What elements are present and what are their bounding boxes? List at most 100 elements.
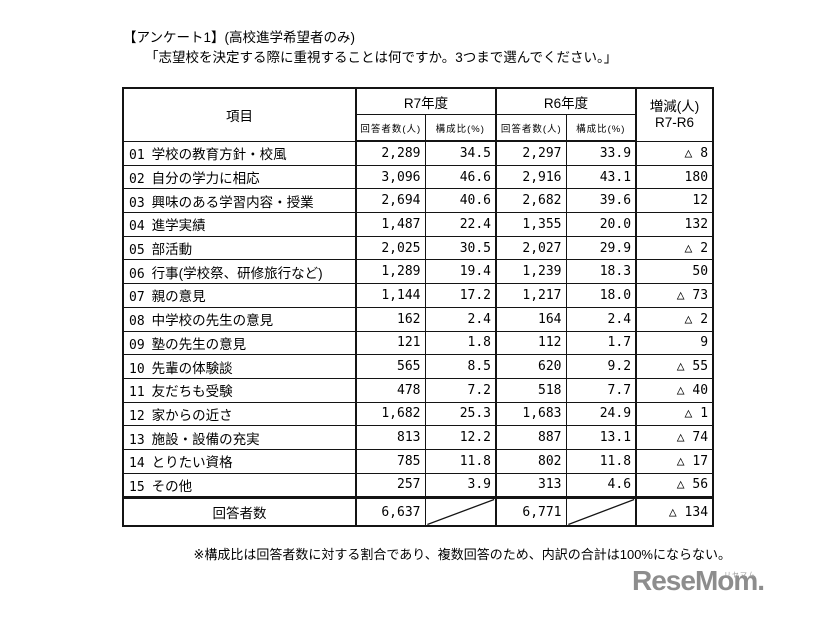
row-number: 09 bbox=[129, 337, 145, 353]
row-label: 行事(学校祭、研修旅行など) bbox=[151, 265, 323, 281]
r6-ratio-cell: 18.3 bbox=[565, 259, 637, 285]
r6-count-cell: 2,682 bbox=[495, 188, 567, 214]
r7-count-cell: 2,289 bbox=[355, 140, 426, 166]
logo-ruby-text: リセマム bbox=[724, 572, 757, 579]
table-row: 02 自分の学力に相応 3,096 46.6 2,916 43.1 180 bbox=[122, 164, 714, 190]
row-item-cell: 05 部活動 bbox=[122, 235, 357, 261]
r6-count-cell: 1,355 bbox=[495, 212, 567, 237]
diff-cell: 12 bbox=[635, 188, 714, 214]
row-number: 05 bbox=[129, 243, 145, 259]
table-row: 12 家からの近さ 1,682 25.3 1,683 24.9 △ 1 bbox=[122, 401, 714, 427]
diff-cell: △ 2 bbox=[635, 235, 714, 261]
diff-cell: 180 bbox=[635, 164, 714, 190]
row-item-cell: 14 とりたい資格 bbox=[122, 448, 357, 474]
survey-question: 「志望校を決定する際に重視することは何ですか。3つまで選んでください。」 bbox=[145, 50, 618, 65]
r6-count-cell: 1,683 bbox=[495, 401, 567, 427]
total-diff: △ 134 bbox=[635, 496, 714, 527]
row-number: 12 bbox=[129, 408, 145, 424]
col-header-r7: R7年度 bbox=[354, 87, 497, 115]
row-label: 施設・設備の充実 bbox=[151, 431, 260, 447]
total-label: 回答者数 bbox=[122, 496, 357, 527]
r6-count-cell: 1,239 bbox=[495, 259, 567, 285]
r7-ratio-cell: 2.4 bbox=[424, 306, 497, 332]
row-label: とりたい資格 bbox=[151, 455, 233, 471]
row-label: 先輩の体験談 bbox=[151, 360, 233, 376]
na-slash-icon bbox=[426, 499, 496, 525]
col-header-item: 項目 bbox=[122, 87, 357, 142]
r6-count-cell: 802 bbox=[495, 448, 567, 474]
r6-ratio-cell: 43.1 bbox=[565, 164, 637, 190]
r7-ratio-cell: 19.4 bbox=[424, 259, 497, 285]
r6-count-cell: 518 bbox=[495, 377, 567, 403]
table-row: 08 中学校の先生の意見 162 2.4 164 2.4 △ 2 bbox=[122, 306, 714, 332]
survey-results-table: 項目 R7年度 R6年度 増減(人) R7-R6 回答者数(人) 構成比(%) … bbox=[122, 87, 715, 528]
r6-ratio-cell: 29.9 bbox=[565, 235, 637, 261]
row-item-cell: 09 塾の先生の意見 bbox=[122, 330, 357, 356]
row-label: その他 bbox=[151, 478, 193, 494]
diff-cell: △ 56 bbox=[635, 472, 714, 499]
row-label: 友だちも受験 bbox=[151, 384, 233, 400]
r7-count-cell: 1,144 bbox=[355, 283, 426, 308]
survey-heading: 【アンケート1】(高校進学希望者のみ) 「志望校を決定する際に重視することは何で… bbox=[123, 28, 617, 68]
diff-cell: 9 bbox=[635, 330, 714, 356]
col-header-r6: R6年度 bbox=[495, 87, 637, 115]
r7-ratio-cell: 46.6 bbox=[424, 164, 497, 190]
survey-title: 【アンケート1】(高校進学希望者のみ) bbox=[123, 30, 355, 45]
r6-ratio-cell: 20.0 bbox=[565, 212, 637, 237]
r6-count-cell: 2,916 bbox=[495, 164, 567, 190]
table-row: 14 とりたい資格 785 11.8 802 11.8 △ 17 bbox=[122, 448, 714, 474]
table-row: 11 友だちも受験 478 7.2 518 7.7 △ 40 bbox=[122, 377, 714, 403]
row-item-cell: 06 行事(学校祭、研修旅行など) bbox=[122, 259, 357, 285]
r6-ratio-cell: 33.9 bbox=[565, 140, 637, 166]
table-row: 07 親の意見 1,144 17.2 1,217 18.0 △ 73 bbox=[122, 283, 714, 308]
table-row: 06 行事(学校祭、研修旅行など) 1,289 19.4 1,239 18.3 50 bbox=[122, 259, 714, 285]
diff-cell: △ 8 bbox=[635, 140, 714, 166]
diff-header-line1: 増減(人) bbox=[649, 98, 700, 114]
r6-ratio-cell: 4.6 bbox=[565, 472, 637, 499]
diff-cell: △ 74 bbox=[635, 425, 714, 450]
r6-count-cell: 2,027 bbox=[495, 235, 567, 261]
row-number: 15 bbox=[129, 479, 145, 495]
table-row: 03 興味のある学習内容・授業 2,694 40.6 2,682 39.6 12 bbox=[122, 188, 714, 214]
table-row: 04 進学実績 1,487 22.4 1,355 20.0 132 bbox=[122, 212, 714, 237]
col-header-r6-ratio: 構成比(%) bbox=[565, 114, 637, 142]
r7-ratio-cell: 17.2 bbox=[424, 283, 497, 308]
row-label: 中学校の先生の意見 bbox=[151, 313, 274, 329]
r7-ratio-cell: 7.2 bbox=[424, 377, 497, 403]
r7-ratio-cell: 25.3 bbox=[424, 401, 497, 427]
r6-count-cell: 887 bbox=[495, 425, 567, 450]
diff-cell: 50 bbox=[635, 259, 714, 285]
r7-ratio-cell: 12.2 bbox=[424, 425, 497, 450]
r7-count-cell: 162 bbox=[355, 306, 426, 332]
r7-count-cell: 478 bbox=[355, 377, 426, 403]
r7-count-cell: 565 bbox=[355, 354, 426, 379]
row-item-cell: 12 家からの近さ bbox=[122, 401, 357, 427]
r6-count-cell: 620 bbox=[495, 354, 567, 379]
total-r6-count: 6,771 bbox=[495, 496, 567, 527]
r6-ratio-cell: 11.8 bbox=[565, 448, 637, 474]
row-item-cell: 10 先輩の体験談 bbox=[122, 354, 357, 379]
table-row: 15 その他 257 3.9 313 4.6 △ 56 bbox=[122, 472, 714, 499]
col-header-diff: 増減(人) R7-R6 bbox=[635, 87, 714, 142]
r7-count-cell: 2,025 bbox=[355, 235, 426, 261]
r6-count-cell: 1,217 bbox=[495, 283, 567, 308]
r7-count-cell: 1,289 bbox=[355, 259, 426, 285]
header-row-main: 項目 R7年度 R6年度 増減(人) R7-R6 bbox=[122, 87, 714, 142]
r7-ratio-cell: 34.5 bbox=[424, 140, 497, 166]
r7-count-cell: 785 bbox=[355, 448, 426, 474]
row-label: 学校の教育方針・校風 bbox=[151, 147, 287, 163]
diff-cell: △ 2 bbox=[635, 306, 714, 332]
row-number: 02 bbox=[129, 172, 145, 188]
row-number: 13 bbox=[129, 432, 145, 448]
r6-ratio-cell: 24.9 bbox=[565, 401, 637, 427]
resemom-logo: リセマム ReseMom. bbox=[632, 565, 765, 596]
diff-cell: △ 17 bbox=[635, 448, 714, 474]
row-number: 07 bbox=[129, 290, 145, 306]
r7-ratio-na-cell bbox=[424, 496, 497, 527]
row-number: 06 bbox=[129, 266, 145, 282]
r6-ratio-cell: 18.0 bbox=[565, 283, 637, 308]
logo-text: ReseMom. bbox=[632, 565, 765, 596]
na-slash-icon bbox=[567, 499, 636, 525]
r7-ratio-cell: 8.5 bbox=[424, 354, 497, 379]
row-item-cell: 04 進学実績 bbox=[122, 212, 357, 237]
